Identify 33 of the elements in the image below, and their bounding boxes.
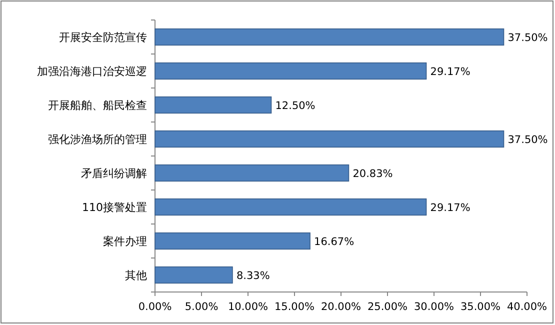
x-tick-label: 15.00% — [274, 301, 315, 313]
x-tick-label: 10.00% — [228, 301, 268, 313]
data-label: 8.33% — [236, 270, 270, 282]
y-tick-label: 案件办理 — [103, 235, 147, 248]
data-label: 29.17% — [430, 202, 470, 214]
x-tick-label: 25.00% — [367, 301, 408, 313]
data-label: 20.83% — [352, 168, 393, 180]
bar — [154, 266, 233, 284]
y-tick-label: 其他 — [125, 269, 147, 282]
bar — [154, 232, 310, 250]
data-label: 16.67% — [314, 236, 354, 248]
bar — [154, 164, 350, 182]
x-tick-label: 30.00% — [414, 301, 454, 313]
data-label: 37.50% — [508, 32, 548, 44]
x-tick-label: 0.00% — [138, 301, 172, 313]
y-tick-label: 加强沿海港口治安巡逻 — [37, 65, 147, 78]
bar — [154, 198, 427, 216]
bar — [154, 62, 427, 80]
bar — [154, 130, 504, 148]
data-label: 12.50% — [275, 100, 316, 112]
bar — [154, 28, 504, 46]
x-tick-label: 40.00% — [506, 301, 548, 313]
x-tick-label: 20.00% — [320, 301, 362, 313]
y-tick-label: 强化涉渔场所的管理 — [48, 133, 147, 146]
y-tick-label: 110接警处置 — [82, 201, 147, 214]
y-tick-label: 开展安全防范宣传 — [59, 31, 147, 44]
bar — [154, 96, 272, 114]
data-label: 37.50% — [508, 134, 548, 146]
x-tick-label: 35.00% — [460, 301, 501, 313]
x-tick-label: 5.00% — [184, 301, 218, 313]
y-tick-label: 矛盾纠纷调解 — [81, 167, 147, 180]
y-tick-label: 开展船舶、船民检查 — [48, 99, 147, 112]
data-label: 29.17% — [430, 66, 470, 78]
